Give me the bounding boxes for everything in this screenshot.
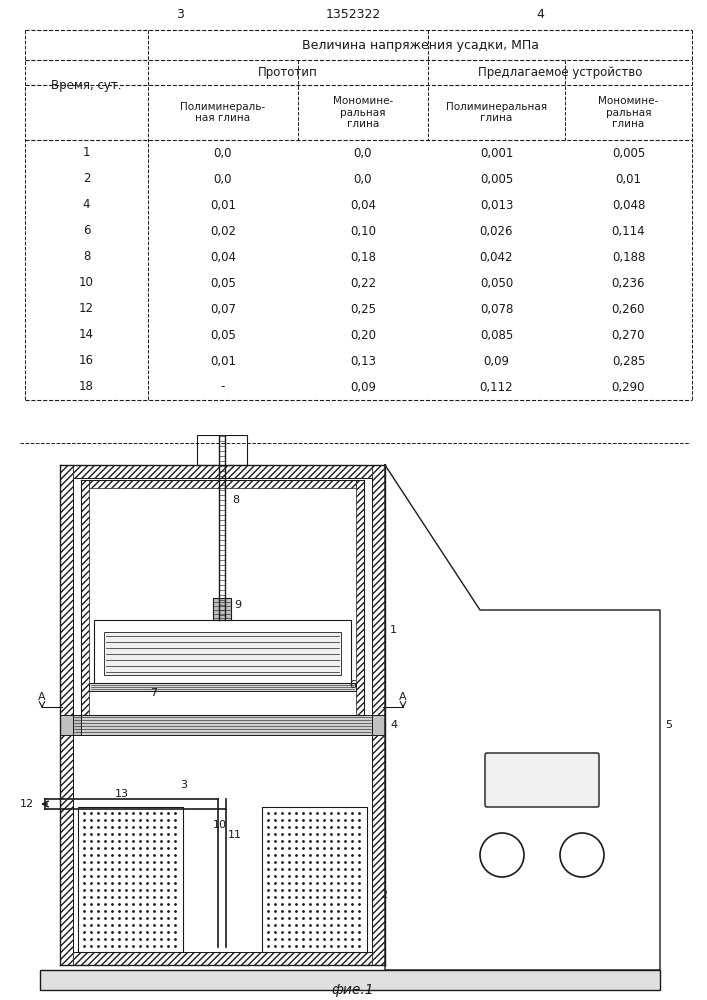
Text: Полиминераль-
ная глина: Полиминераль- ная глина (180, 102, 266, 123)
Text: 0,04: 0,04 (210, 250, 236, 263)
Text: 0,0: 0,0 (354, 172, 373, 186)
Text: Мономине-
ральная
глина: Мономине- ральная глина (333, 96, 393, 129)
Text: 0,09: 0,09 (484, 355, 510, 367)
Bar (78, 807, 183, 952)
Text: 4: 4 (536, 8, 544, 21)
Bar (73, 465, 372, 478)
Text: 0,260: 0,260 (612, 302, 645, 316)
Text: Прототип: Прототип (258, 66, 318, 79)
Bar (356, 480, 364, 715)
Text: 0,0: 0,0 (354, 146, 373, 159)
Text: Предлагаемое устройство: Предлагаемое устройство (478, 66, 642, 79)
Text: 11: 11 (228, 830, 242, 840)
Text: 0,0: 0,0 (214, 172, 233, 186)
Text: 0,25: 0,25 (350, 302, 376, 316)
Text: A: A (38, 692, 46, 702)
Text: 9: 9 (234, 600, 241, 610)
Text: 0,01: 0,01 (210, 355, 236, 367)
Text: Величина напряжения усадки, МПа: Величина напряжения усадки, МПа (301, 38, 539, 51)
Text: 2: 2 (380, 890, 387, 900)
Text: 7: 7 (150, 688, 157, 698)
Bar (89, 683, 356, 691)
Text: 4: 4 (390, 720, 397, 730)
Text: 6: 6 (349, 680, 356, 690)
Text: Полиминеральная
глина: Полиминеральная глина (446, 102, 547, 123)
Text: 0,22: 0,22 (350, 276, 376, 290)
Text: 0,10: 0,10 (350, 225, 376, 237)
Text: 2: 2 (83, 172, 90, 186)
Text: 1352322: 1352322 (325, 8, 380, 21)
Text: 0,270: 0,270 (612, 328, 645, 342)
Text: 10: 10 (213, 820, 227, 830)
Bar (89, 480, 356, 488)
Text: 0,050: 0,050 (480, 276, 513, 290)
Text: 0,114: 0,114 (612, 225, 645, 237)
Text: 0,07: 0,07 (210, 302, 236, 316)
Text: 4: 4 (83, 198, 90, 212)
Text: 0,188: 0,188 (612, 250, 645, 263)
Text: 0,285: 0,285 (612, 355, 645, 367)
Text: 18: 18 (79, 380, 94, 393)
Bar (60, 465, 73, 965)
Text: 10: 10 (79, 276, 94, 290)
Bar (81, 480, 89, 715)
FancyBboxPatch shape (485, 753, 599, 807)
Text: 0,042: 0,042 (480, 250, 513, 263)
Text: Время, сут.: Время, сут. (51, 79, 122, 92)
Text: 0,05: 0,05 (210, 276, 236, 290)
Text: A: A (399, 692, 407, 702)
Text: -: - (221, 380, 226, 393)
Text: 3: 3 (180, 780, 187, 790)
Bar (372, 465, 385, 965)
Text: 0,02: 0,02 (210, 225, 236, 237)
Bar (40, 970, 660, 990)
Text: 3: 3 (176, 8, 184, 21)
Text: 8: 8 (232, 495, 239, 505)
Text: 6: 6 (83, 225, 90, 237)
Text: 1: 1 (390, 625, 397, 635)
Text: 14: 14 (79, 328, 94, 342)
Bar (73, 715, 372, 735)
Text: 0,112: 0,112 (479, 380, 513, 393)
Bar (60, 715, 81, 735)
Text: 0,01: 0,01 (616, 172, 641, 186)
Text: 0,290: 0,290 (612, 380, 645, 393)
Bar (213, 598, 231, 620)
Text: 0,0: 0,0 (214, 146, 233, 159)
Text: 0,01: 0,01 (210, 198, 236, 212)
Bar (197, 435, 247, 465)
Text: 0,09: 0,09 (350, 380, 376, 393)
Text: 1: 1 (83, 146, 90, 159)
Text: 0,085: 0,085 (480, 328, 513, 342)
Text: 12: 12 (79, 302, 94, 316)
Text: Мономине-
ральная
глина: Мономине- ральная глина (598, 96, 659, 129)
Text: 5: 5 (665, 720, 672, 730)
Text: 0,078: 0,078 (480, 302, 513, 316)
Text: 0,04: 0,04 (350, 198, 376, 212)
Text: 0,048: 0,048 (612, 198, 645, 212)
Text: 13: 13 (115, 789, 129, 799)
Text: 0,13: 0,13 (350, 355, 376, 367)
Bar (94, 620, 351, 683)
Text: 0,05: 0,05 (210, 328, 236, 342)
Text: 0,001: 0,001 (480, 146, 513, 159)
Text: 0,005: 0,005 (612, 146, 645, 159)
Bar (104, 632, 341, 675)
Text: 0,236: 0,236 (612, 276, 645, 290)
Text: фие.1: фие.1 (332, 983, 374, 997)
Text: 0,026: 0,026 (480, 225, 513, 237)
Text: 0,20: 0,20 (350, 328, 376, 342)
Text: 0,005: 0,005 (480, 172, 513, 186)
Text: 12: 12 (20, 799, 34, 809)
Text: 16: 16 (79, 355, 94, 367)
Text: 0,013: 0,013 (480, 198, 513, 212)
Bar (262, 807, 367, 952)
Text: 8: 8 (83, 250, 90, 263)
Text: 0,18: 0,18 (350, 250, 376, 263)
Bar (73, 952, 372, 965)
Bar (372, 715, 385, 735)
